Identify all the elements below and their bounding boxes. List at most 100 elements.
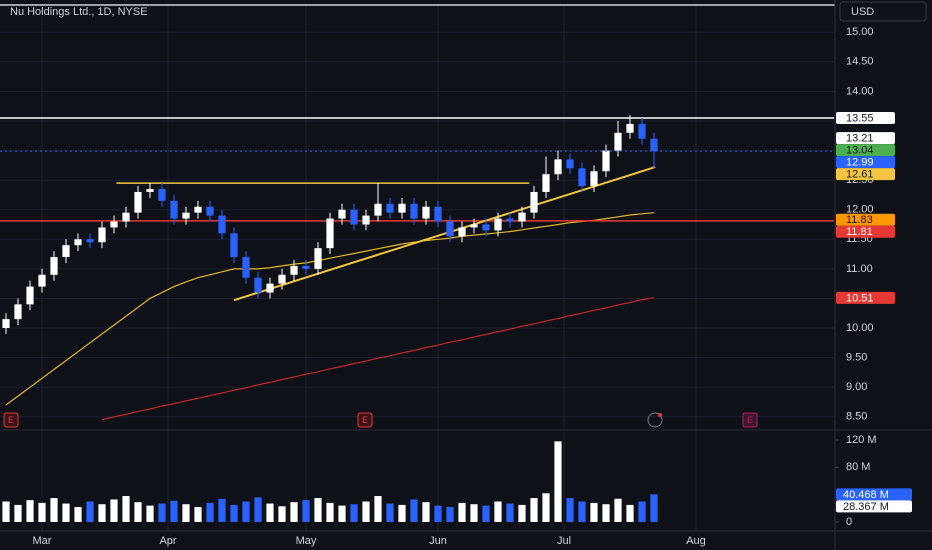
candle-body [482, 224, 490, 231]
candle-body [206, 206, 214, 216]
event-label[interactable]: E [362, 415, 368, 425]
volume-bar [410, 499, 418, 523]
y-tick-label: 9.00 [846, 381, 867, 393]
x-tick-label: Aug [686, 535, 706, 547]
candle-body [350, 209, 358, 225]
price-badge [836, 168, 895, 181]
candle-body [614, 132, 622, 151]
x-tick-label: Mar [33, 535, 52, 547]
volume-bar [578, 501, 586, 523]
price-badge-label: 11.81 [846, 226, 873, 238]
volume-bar [50, 498, 58, 523]
candle-body [50, 257, 58, 275]
candle-body [2, 319, 10, 329]
volume-bar [62, 503, 70, 523]
volume-bar [278, 506, 286, 523]
x-tick-label: Jul [557, 535, 571, 547]
candle-body [530, 191, 538, 213]
price-badge [836, 213, 895, 226]
candle-body [314, 248, 322, 269]
volume-bar [218, 498, 226, 523]
chart-title: Nu Holdings Ltd., 1D, NYSE [10, 6, 148, 18]
candle-body [290, 265, 298, 275]
trendline [233, 166, 656, 302]
volume-bar [2, 501, 10, 523]
y-tick-label: 15.00 [846, 26, 874, 38]
volume-bar [158, 503, 166, 523]
volume-bar [266, 503, 274, 523]
candle-body [554, 159, 562, 175]
volume-bar [566, 498, 574, 523]
volume-bar [554, 441, 562, 523]
candle-body [470, 224, 478, 228]
volume-bar [122, 496, 130, 523]
lightning-marker[interactable] [647, 412, 663, 428]
volume-badge-label: 40.468 M [843, 489, 889, 501]
volume-bar [230, 504, 238, 523]
candle-body [182, 212, 190, 219]
volume-bar [338, 505, 346, 523]
volume-bar [650, 494, 658, 523]
volume-bar [398, 504, 406, 523]
volume-bar [386, 503, 394, 523]
candle-body [590, 171, 598, 187]
volume-bar [302, 500, 310, 523]
volume-bar [314, 498, 322, 523]
volume-bar [434, 505, 442, 523]
volume-bar [26, 500, 34, 523]
candle-body [122, 212, 130, 222]
volume-bar [194, 506, 202, 523]
candle-body [446, 221, 454, 237]
candle-body [194, 206, 202, 213]
volume-bar [326, 502, 334, 523]
candle-body [422, 206, 430, 219]
candle-body [74, 239, 82, 246]
candle-body [302, 265, 310, 269]
volume-bar [74, 506, 82, 523]
volume-bar [14, 504, 22, 523]
moving-average [101, 297, 655, 421]
volume-bar [638, 501, 646, 523]
volume-tick-label: 80 M [846, 461, 870, 473]
currency-button[interactable] [839, 1, 927, 22]
price-badge [836, 144, 895, 157]
event-label[interactable]: E [8, 415, 14, 425]
volume-bar [494, 501, 502, 523]
volume-bar [446, 506, 454, 523]
candle-body [626, 123, 634, 133]
price-badge [836, 291, 895, 304]
volume-bar [458, 502, 466, 523]
volume-bar [170, 500, 178, 523]
grid [0, 5, 834, 530]
candle-body [494, 218, 502, 231]
candle-body [326, 218, 334, 249]
y-tick-label: 10.00 [846, 322, 874, 334]
candle-body [242, 257, 250, 278]
volume-bar [518, 504, 526, 523]
x-tick-label: Apr [159, 535, 176, 547]
y-tick-label: 12.00 [846, 204, 874, 216]
volume-bar [254, 497, 262, 523]
candle-body [362, 215, 370, 225]
candle-body [602, 150, 610, 172]
candle-body [218, 215, 226, 234]
candle-body [254, 277, 262, 293]
event-marker[interactable]: E [3, 412, 19, 428]
event-label[interactable]: E [747, 415, 753, 425]
candle-body [410, 203, 418, 219]
price-badge-label: 11.83 [846, 214, 873, 226]
y-tick-label: 11.00 [846, 263, 873, 275]
y-tick-label: 9.50 [846, 352, 867, 364]
currency[interactable]: USD [851, 6, 874, 18]
volume-bar [506, 503, 514, 523]
event-marker[interactable]: E [742, 412, 758, 428]
volume-badge-label: 28.367 M [843, 501, 889, 513]
volume-bar [614, 498, 622, 523]
candle-body [38, 274, 46, 287]
price-badge [836, 156, 895, 169]
volume-bar [134, 502, 142, 523]
candle-body [374, 203, 382, 216]
event-marker[interactable]: E [357, 412, 373, 428]
candle-body [578, 168, 586, 187]
